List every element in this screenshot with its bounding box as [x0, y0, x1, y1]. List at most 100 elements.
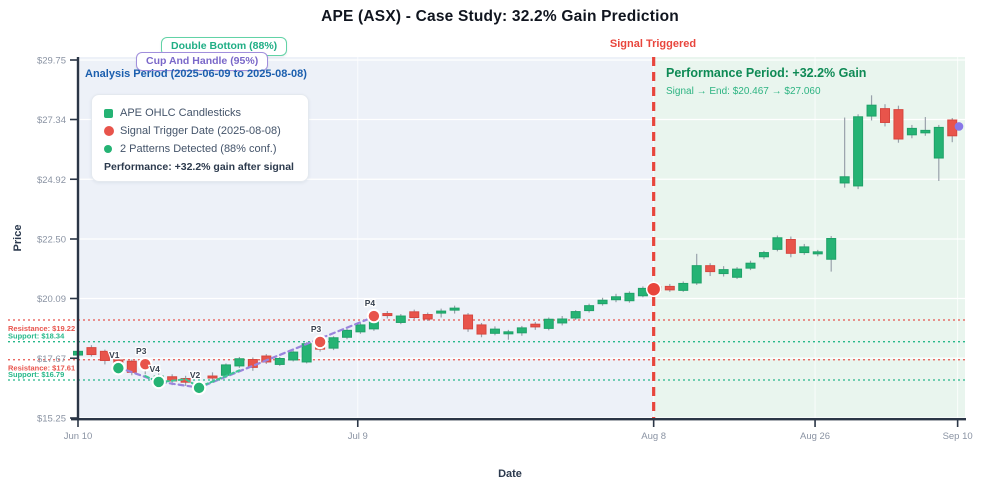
candle-body-down [893, 109, 904, 140]
candlestick [893, 105, 904, 143]
cup-and-handle-pattern-badge: Cup And Handle (95%) [136, 52, 269, 71]
candle-body-up [933, 126, 944, 159]
candlestick [785, 236, 796, 258]
candlestick [301, 342, 312, 364]
candle-body-up [570, 311, 581, 319]
candlestick [584, 303, 595, 313]
candlestick [288, 350, 299, 362]
candle-body-up [301, 343, 312, 363]
candle-body-up [234, 358, 245, 367]
legend-item-label: 2 Patterns Detected (88% conf.) [120, 143, 277, 155]
candle-body-down [99, 350, 110, 361]
candle-body-up [543, 318, 554, 329]
pattern-point-v2 [191, 380, 207, 396]
candle-body-up [220, 364, 231, 376]
candlestick [839, 117, 850, 188]
performance-period-label: Performance Period: +32.2% Gain [666, 66, 867, 80]
candle-body-up [489, 328, 500, 334]
candle-body-up [826, 238, 837, 260]
candle-body-up [799, 246, 810, 254]
candlestick [799, 243, 810, 255]
candlestick [516, 325, 527, 336]
y-tick-label: $22.50 [37, 235, 66, 246]
candlestick [422, 312, 433, 321]
candlestick [355, 322, 366, 334]
candle-body-down [664, 285, 675, 291]
candlestick [543, 317, 554, 331]
candle-body-up [584, 305, 595, 312]
candlestick [234, 357, 245, 368]
candle-body-down [422, 314, 433, 320]
candle-body-up [274, 357, 285, 365]
candle-body-up [611, 296, 621, 301]
candlestick [624, 291, 635, 303]
legend-item: Signal Trigger Date (2025-08-08) [104, 122, 294, 140]
y-tick-label: $20.09 [37, 294, 66, 305]
candle-body-down [409, 311, 420, 319]
y-tick-label: $27.34 [37, 115, 66, 126]
candlestick [86, 345, 97, 357]
candle-body-up [624, 292, 635, 302]
double-bottom-pattern-badge: Double Bottom (88%) [161, 37, 288, 56]
legend: APE OHLC Candlesticks Signal Trigger Date… [91, 94, 309, 182]
pattern-point-label: V4 [149, 364, 160, 374]
candle-body-down [705, 265, 716, 273]
candlestick [664, 283, 675, 292]
x-tick-label: Sep 10 [943, 431, 973, 442]
legend-item-label: APE OHLC Candlesticks [120, 107, 242, 119]
candlestick [557, 316, 568, 326]
candlestick [920, 117, 931, 136]
x-tick-label: Aug 26 [800, 431, 830, 442]
candle-body-up [718, 269, 729, 275]
signal-triggered-label: Signal Triggered [609, 38, 697, 50]
x-axis-title: Date [498, 468, 522, 480]
circle-marker-icon [104, 126, 120, 136]
performance-period-region [653, 57, 965, 419]
candle-body-up [812, 251, 823, 255]
pattern-point-label: P3 [136, 346, 147, 356]
pattern-point-label: P4 [365, 298, 376, 308]
candle-body-up [920, 129, 931, 134]
support-label: Support: $16.79 [8, 370, 64, 379]
candlestick [409, 309, 420, 319]
pattern-point-label: V2 [190, 370, 201, 380]
candlestick [906, 124, 917, 139]
candle-body-up [853, 116, 864, 187]
candle-body-up [288, 351, 299, 361]
resistance-label: Resistance: $19.22 [8, 324, 75, 333]
candle-body-down [530, 323, 541, 328]
candlestick [274, 357, 285, 366]
support-label: Support: $18.34 [8, 332, 65, 341]
candlestick [866, 95, 877, 121]
candle-body-up [772, 237, 783, 250]
candlestick [436, 308, 447, 318]
candlestick [382, 311, 393, 319]
candle-body-up [745, 262, 756, 269]
candlestick [853, 114, 864, 190]
candle-body-up [691, 265, 702, 284]
candlestick [772, 235, 783, 252]
x-axis-spine [71, 418, 966, 421]
candle-body-down [207, 375, 218, 379]
dot-marker-icon [104, 145, 120, 153]
pattern-point-p3 [312, 334, 328, 350]
candle-body-up [328, 337, 339, 349]
candle-body-down [880, 108, 890, 123]
pattern-point-p3 [138, 356, 153, 372]
legend-items: APE OHLC Candlesticks Signal Trigger Date… [104, 104, 294, 158]
candlestick [880, 104, 890, 127]
legend-item: APE OHLC Candlesticks [104, 104, 294, 122]
candlestick [476, 322, 487, 338]
signal-to-end-label: Signal → End: $20.467 → $27.060 [666, 86, 821, 97]
candle-body-up [758, 252, 769, 258]
y-axis-spine [76, 57, 80, 421]
candlestick [449, 305, 460, 314]
candle-body-up [342, 329, 352, 338]
candle-body-down [463, 314, 474, 330]
candle-body-down [261, 355, 272, 363]
candle-body-down [785, 238, 796, 254]
candlestick [812, 249, 823, 257]
candlestick [463, 313, 474, 332]
